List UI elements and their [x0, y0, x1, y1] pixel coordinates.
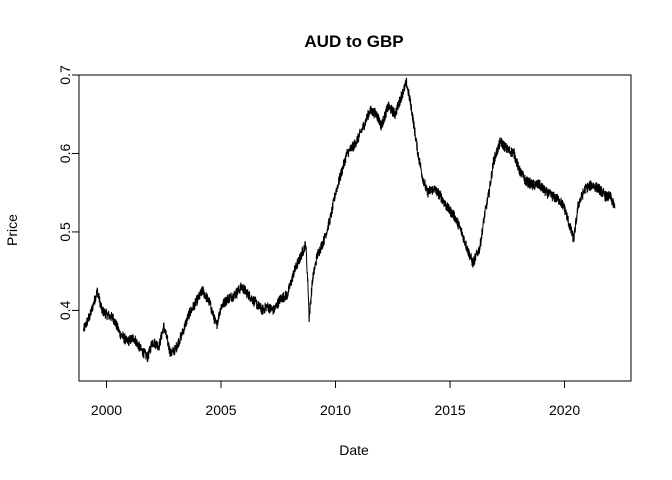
x-tick-label: 2015 [434, 402, 465, 418]
y-axis-label: Price [4, 214, 20, 246]
x-axis: 2000 2005 2010 2015 2020 [91, 380, 580, 418]
y-tick-label: 0.5 [57, 222, 73, 242]
x-tick-label: 2000 [91, 402, 122, 418]
x-tick-label: 2010 [320, 402, 351, 418]
y-tick-label: 0.7 [57, 65, 73, 85]
x-tick-label: 2020 [549, 402, 580, 418]
y-tick-label: 0.6 [57, 144, 73, 164]
chart-title: AUD to GBP [304, 32, 403, 51]
y-tick-label: 0.4 [57, 300, 73, 320]
x-axis-label: Date [339, 442, 369, 458]
x-tick-label: 2005 [205, 402, 236, 418]
series-line-aud-gbp [83, 77, 616, 363]
y-axis: 0.4 0.5 0.6 0.7 [57, 65, 80, 320]
